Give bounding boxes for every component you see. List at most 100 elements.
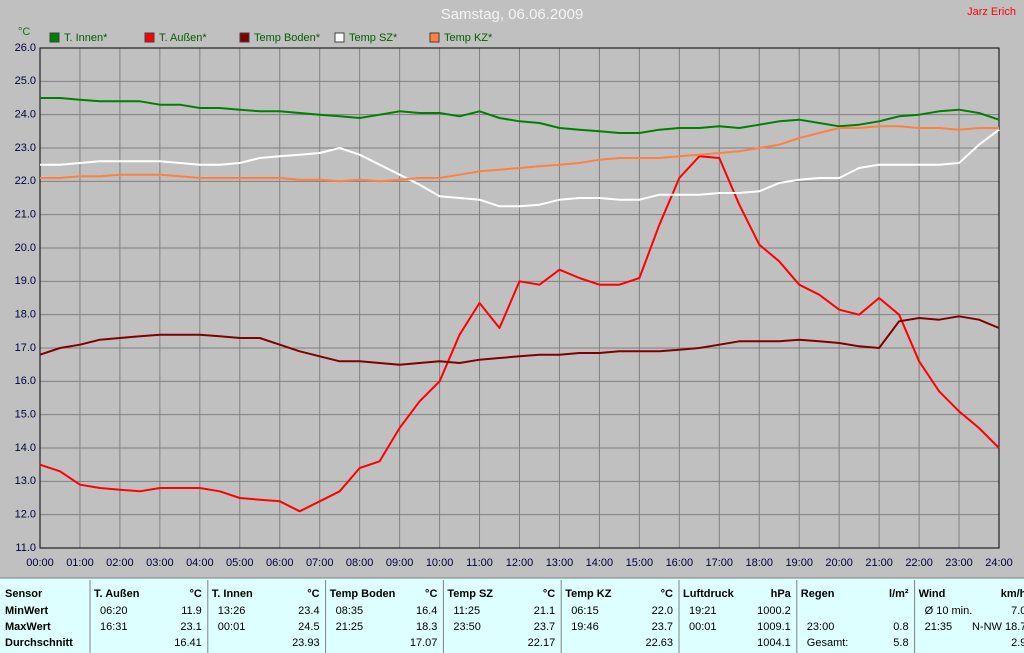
y-tick-label: 24.0	[15, 109, 36, 121]
table-unit: km/h	[1001, 588, 1024, 600]
row-label: Durchschnitt	[5, 637, 73, 649]
legend-label: T. Innen*	[64, 32, 108, 44]
legend-swatch	[334, 32, 345, 43]
table-cell: 16:31	[100, 621, 128, 633]
table-cell: 23.7	[534, 621, 555, 633]
table-cell: 18.3	[416, 621, 437, 633]
table-header: T. Innen	[212, 588, 253, 600]
table-unit: l/m²	[889, 588, 909, 600]
table-unit: hPa	[771, 588, 792, 600]
author: Jarz Erich	[967, 6, 1016, 18]
y-tick-label: 18.0	[15, 309, 36, 321]
x-tick-label: 13:00	[546, 557, 574, 569]
row-label: MinWert	[5, 605, 49, 617]
table-cell: 11:25	[453, 605, 480, 617]
table-cell: 23.7	[652, 621, 673, 633]
table-header: Temp Boden	[330, 588, 396, 600]
x-tick-label: 04:00	[186, 557, 214, 569]
x-tick-label: 23:00	[945, 557, 973, 569]
legend-swatch	[144, 32, 155, 43]
series-line	[40, 97, 1000, 134]
legend-swatch	[49, 32, 60, 43]
y-tick-label: 15.0	[15, 409, 36, 421]
series-line	[39, 155, 1000, 513]
x-tick-label: 15:00	[626, 557, 654, 569]
x-tick-label: 14:00	[586, 557, 614, 569]
table-cell: 23:00	[807, 621, 835, 633]
table-cell: 16.41	[174, 637, 202, 649]
table-unit: °C	[543, 588, 555, 600]
y-tick-label: 16.0	[15, 375, 36, 387]
table-header: Temp SZ	[447, 588, 493, 600]
x-tick-label: 01:00	[66, 557, 94, 569]
table-unit: °C	[307, 588, 319, 600]
table-cell: 21:35	[925, 621, 953, 633]
x-tick-label: 05:00	[226, 557, 254, 569]
table-cell: 06:20	[100, 605, 128, 617]
y-tick-label: 20.0	[15, 242, 36, 254]
y-tick-label: 25.0	[15, 75, 36, 87]
table-cell: Gesamt:	[807, 637, 849, 649]
legend-swatch	[429, 32, 440, 43]
table-cell: 24.5	[298, 621, 319, 633]
table-cell: 23.4	[298, 605, 319, 617]
y-tick-label: 21.0	[15, 209, 36, 221]
table-cell: 22.63	[645, 637, 673, 649]
table-cell: 19:21	[689, 605, 717, 617]
table-cell: 21.1	[534, 605, 555, 617]
x-tick-label: 02:00	[106, 557, 134, 569]
table-cell: 1000.2	[757, 605, 791, 617]
table-cell: 23.1	[180, 621, 201, 633]
table-cell: 13:26	[218, 605, 246, 617]
y-axis-label: °C	[18, 26, 30, 38]
table-cell: 11.9	[181, 605, 202, 617]
legend-label: T. Außen*	[159, 32, 207, 44]
x-tick-label: 10:00	[426, 557, 454, 569]
table-cell: 23.93	[292, 637, 320, 649]
series-line	[40, 125, 999, 183]
y-tick-label: 26.0	[15, 42, 36, 54]
y-tick-label: 14.0	[15, 442, 36, 454]
x-tick-label: 16:00	[666, 557, 694, 569]
table-cell: 06:15	[571, 605, 599, 617]
x-tick-label: 24:00	[985, 557, 1013, 569]
table-cell: 1009.1	[757, 621, 791, 633]
table-header: Sensor	[5, 588, 43, 600]
table-cell: 22.0	[652, 605, 673, 617]
y-tick-label: 23.0	[15, 142, 36, 154]
y-tick-label: 22.0	[15, 175, 36, 187]
table-cell: 23:50	[453, 621, 481, 633]
table-cell: 17.07	[410, 637, 438, 649]
x-tick-label: 06:00	[266, 557, 294, 569]
plot-frame	[39, 47, 1000, 549]
legend-swatch	[239, 32, 250, 43]
x-tick-label: 03:00	[146, 557, 174, 569]
table-unit: °C	[425, 588, 437, 600]
table-unit: °C	[189, 588, 201, 600]
legend-label: Temp SZ*	[349, 32, 398, 44]
table-cell: 5.8	[893, 637, 908, 649]
y-tick-label: 12.0	[15, 509, 36, 521]
table-cell: 00:01	[689, 621, 717, 633]
table-header: T. Außen	[94, 588, 140, 600]
series-line	[39, 315, 1000, 366]
legend-label: Temp KZ*	[444, 32, 493, 44]
y-tick-label: 11.0	[15, 542, 36, 554]
x-tick-label: 12:00	[506, 557, 534, 569]
row-label: MaxWert	[5, 621, 51, 633]
table-cell: 08:35	[336, 605, 364, 617]
y-tick-label: 19.0	[15, 275, 36, 287]
table-header: Wind	[919, 588, 946, 600]
table-cell: 0.8	[893, 621, 908, 633]
table-cell: 2.9	[1011, 637, 1024, 649]
x-tick-label: 08:00	[346, 557, 374, 569]
x-tick-label: 07:00	[306, 557, 334, 569]
x-tick-label: 19:00	[785, 557, 813, 569]
table-cell: 22.17	[528, 637, 556, 649]
table-cell: 21:25	[336, 621, 364, 633]
table-cell: 1004.1	[757, 637, 791, 649]
x-tick-label: 09:00	[386, 557, 414, 569]
x-tick-label: 11:00	[466, 557, 493, 569]
x-tick-label: 21:00	[865, 557, 893, 569]
